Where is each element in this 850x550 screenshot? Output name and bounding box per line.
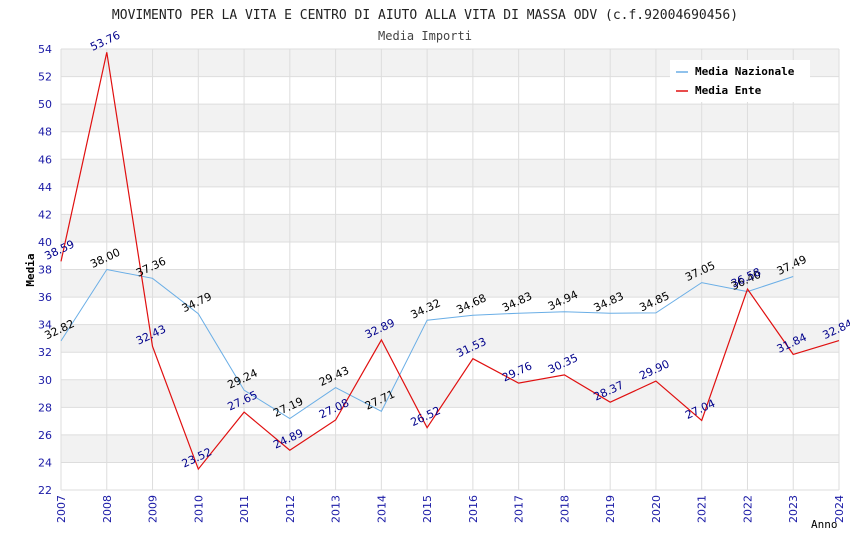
grid-band — [61, 269, 839, 298]
x-tick-label: 2019 — [604, 495, 617, 523]
chart-title: MOVIMENTO PER LA VITA E CENTRO DI AIUTO … — [112, 8, 738, 23]
y-tick-label: 26 — [38, 429, 52, 442]
x-tick-label: 2018 — [558, 495, 571, 523]
x-tick-label: 2011 — [238, 495, 251, 523]
x-tick-label: 2015 — [421, 495, 434, 523]
grid-band — [61, 214, 839, 242]
y-tick-label: 52 — [38, 71, 52, 84]
x-tick-label: 2016 — [467, 495, 480, 523]
x-tick-label: 2010 — [192, 495, 205, 523]
legend-label-media-ente: Media Ente — [695, 84, 762, 97]
x-tick-label: 2012 — [284, 495, 297, 523]
x-tick-label: 2008 — [101, 495, 114, 523]
y-tick-label: 50 — [38, 98, 52, 111]
x-axis-label: Anno — [811, 518, 838, 531]
legend: Media Nazionale Media Ente — [670, 60, 810, 102]
series-line-media-ente — [60, 52, 840, 471]
x-tick-label: 2023 — [787, 495, 800, 523]
x-tick-label: 2020 — [650, 495, 663, 523]
x-tick-label: 2009 — [147, 495, 160, 523]
x-tick-label: 2022 — [741, 495, 754, 523]
y-tick-label: 46 — [38, 153, 52, 166]
chart-subtitle: Media Importi — [378, 29, 472, 43]
y-tick-label: 44 — [38, 181, 52, 194]
x-tick-label: 2007 — [55, 495, 68, 523]
data-label-media-nazionale: 34.32 — [409, 296, 443, 321]
y-tick-label: 34 — [38, 319, 52, 332]
y-tick-label: 36 — [38, 291, 52, 304]
y-tick-label: 30 — [38, 374, 52, 387]
grid-band — [61, 324, 839, 353]
y-tick-label: 32 — [38, 346, 52, 359]
y-tick-label: 22 — [38, 484, 52, 497]
series-line-media-nazionale — [60, 268, 794, 420]
data-label-media-ente: 29.90 — [637, 357, 671, 382]
data-label-media-ente: 30.35 — [546, 351, 580, 376]
x-tick-label: 2024 — [833, 495, 846, 523]
data-label-media-nazionale: 38.00 — [88, 246, 122, 271]
y-tick-label: 38 — [38, 264, 52, 277]
y-tick-label: 28 — [38, 401, 52, 414]
x-tick-label: 2021 — [696, 495, 709, 523]
y-tick-label: 54 — [38, 43, 52, 56]
y-axis-label: Media — [24, 253, 37, 286]
x-tick-label: 2014 — [375, 495, 388, 523]
x-tick-label: 2017 — [513, 495, 526, 523]
grid-band — [61, 104, 839, 132]
grid-band — [61, 159, 839, 187]
y-tick-label: 42 — [38, 208, 52, 221]
y-tick-label: 24 — [38, 456, 52, 469]
grid-band — [61, 434, 839, 463]
legend-label-media-nazionale: Media Nazionale — [695, 65, 795, 78]
legend-box — [670, 60, 810, 102]
x-tick-label: 2013 — [330, 495, 343, 523]
y-tick-label: 48 — [38, 126, 52, 139]
y-tick-label: 40 — [38, 236, 52, 249]
